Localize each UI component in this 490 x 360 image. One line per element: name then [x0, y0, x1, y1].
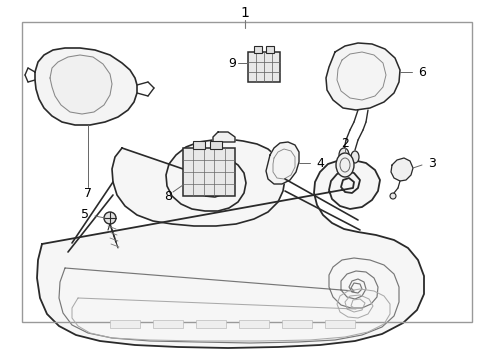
Bar [266, 46, 274, 53]
Text: 8: 8 [164, 189, 172, 202]
Bar [210, 141, 222, 149]
Ellipse shape [390, 193, 396, 199]
Text: 9: 9 [228, 57, 236, 69]
Text: 3: 3 [428, 157, 436, 170]
Polygon shape [50, 55, 112, 114]
Bar [196, 320, 226, 328]
Bar [325, 320, 355, 328]
Ellipse shape [104, 212, 116, 224]
Polygon shape [213, 132, 235, 142]
Text: 4: 4 [316, 157, 324, 170]
Text: 2: 2 [341, 136, 349, 149]
Ellipse shape [336, 153, 354, 177]
Polygon shape [326, 43, 400, 110]
Text: 7: 7 [84, 186, 92, 199]
Ellipse shape [339, 148, 349, 162]
Bar [282, 320, 312, 328]
Polygon shape [112, 139, 285, 226]
Text: 6: 6 [418, 66, 426, 78]
Bar [153, 320, 183, 328]
Polygon shape [266, 142, 299, 184]
Polygon shape [37, 160, 424, 348]
Polygon shape [59, 258, 399, 343]
Bar [239, 320, 269, 328]
Bar [22, 22, 472, 322]
Bar [110, 320, 140, 328]
Bar [183, 148, 235, 196]
Polygon shape [391, 158, 413, 181]
Ellipse shape [351, 151, 359, 163]
Text: 5: 5 [81, 207, 89, 220]
Bar [248, 52, 280, 82]
Polygon shape [35, 48, 137, 125]
Bar [193, 141, 205, 149]
Text: 1: 1 [241, 6, 249, 20]
Bar [254, 46, 262, 53]
